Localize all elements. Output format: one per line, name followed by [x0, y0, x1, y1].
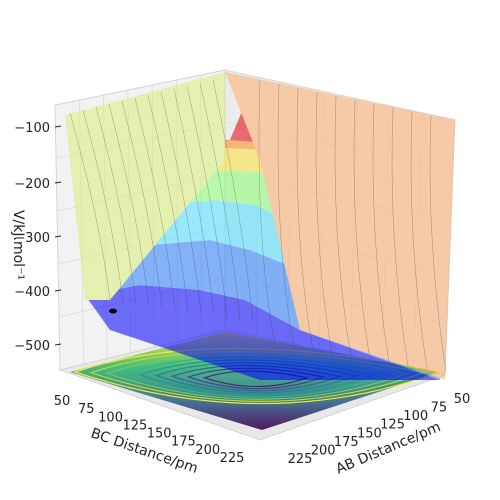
- mesh-line: [121, 100, 163, 309]
- mesh-line: [160, 91, 202, 315]
- x-tick-label: 50: [454, 392, 471, 407]
- mesh-line: [108, 103, 150, 307]
- mesh-line: [134, 97, 176, 311]
- surface-wall-left: [65, 72, 225, 300]
- x-tick-label: 150: [357, 426, 382, 441]
- z-tick-label: −100: [14, 121, 50, 136]
- y-tick-label: 75: [78, 402, 95, 417]
- mesh-line: [173, 88, 215, 317]
- z-axis-label: V/kJ.mol⁻¹: [10, 210, 26, 280]
- mesh-line: [95, 106, 137, 305]
- mesh-line: [429, 115, 447, 373]
- x-tick-label: 75: [431, 401, 448, 416]
- x-tick-label: 225: [288, 452, 313, 467]
- y-tick-label: 200: [195, 443, 220, 458]
- mesh-line: [186, 85, 228, 319]
- z-tick-mark: [54, 181, 62, 184]
- trajectory-start-point: [109, 308, 117, 314]
- mesh-line: [82, 109, 124, 303]
- mesh-line: [391, 107, 409, 367]
- y-tick-label: 125: [122, 418, 147, 433]
- x-tick-label: 200: [311, 443, 336, 458]
- y-tick-label: 100: [98, 410, 123, 425]
- mesh-line: [315, 91, 333, 355]
- mesh-line: [334, 95, 352, 358]
- mesh-line: [199, 82, 241, 321]
- y-tick-label: 50: [54, 394, 71, 409]
- mesh-line: [296, 87, 314, 352]
- mesh-line: [372, 103, 390, 364]
- z-tick-mark: [54, 235, 62, 238]
- surface-wall-right: [225, 72, 455, 380]
- y-tick-label: 175: [171, 435, 196, 450]
- x-tick-label: 175: [334, 435, 359, 450]
- mesh-line: [277, 83, 295, 349]
- mesh-line: [69, 112, 111, 301]
- surface-mesh: [69, 79, 447, 373]
- mesh-line: [410, 111, 428, 370]
- z-tick-mark: [54, 125, 62, 128]
- z-tick-mark: [54, 343, 62, 346]
- grid-line: [54, 69, 226, 106]
- mesh-line: [147, 94, 189, 313]
- y-tick-label: 150: [147, 427, 172, 442]
- z-axis-ticks: −100 −200 −300 −400 −500: [14, 121, 62, 354]
- z-tick-label: −500: [14, 339, 50, 354]
- z-tick-mark: [54, 289, 62, 292]
- potential-surface: [65, 72, 455, 380]
- mesh-line: [212, 79, 254, 323]
- z-tick-label: −300: [14, 231, 50, 246]
- x-tick-label: 125: [380, 418, 405, 433]
- y-tick-label: 225: [220, 451, 245, 466]
- z-tick-label: −200: [14, 177, 50, 192]
- mesh-line: [353, 99, 371, 361]
- surface-band: [85, 285, 440, 380]
- mesh-line: [258, 79, 276, 346]
- grid-line: [54, 104, 61, 371]
- grid-line: [224, 69, 456, 121]
- z-tick-label: −400: [14, 285, 50, 300]
- x-tick-label: 100: [403, 409, 428, 424]
